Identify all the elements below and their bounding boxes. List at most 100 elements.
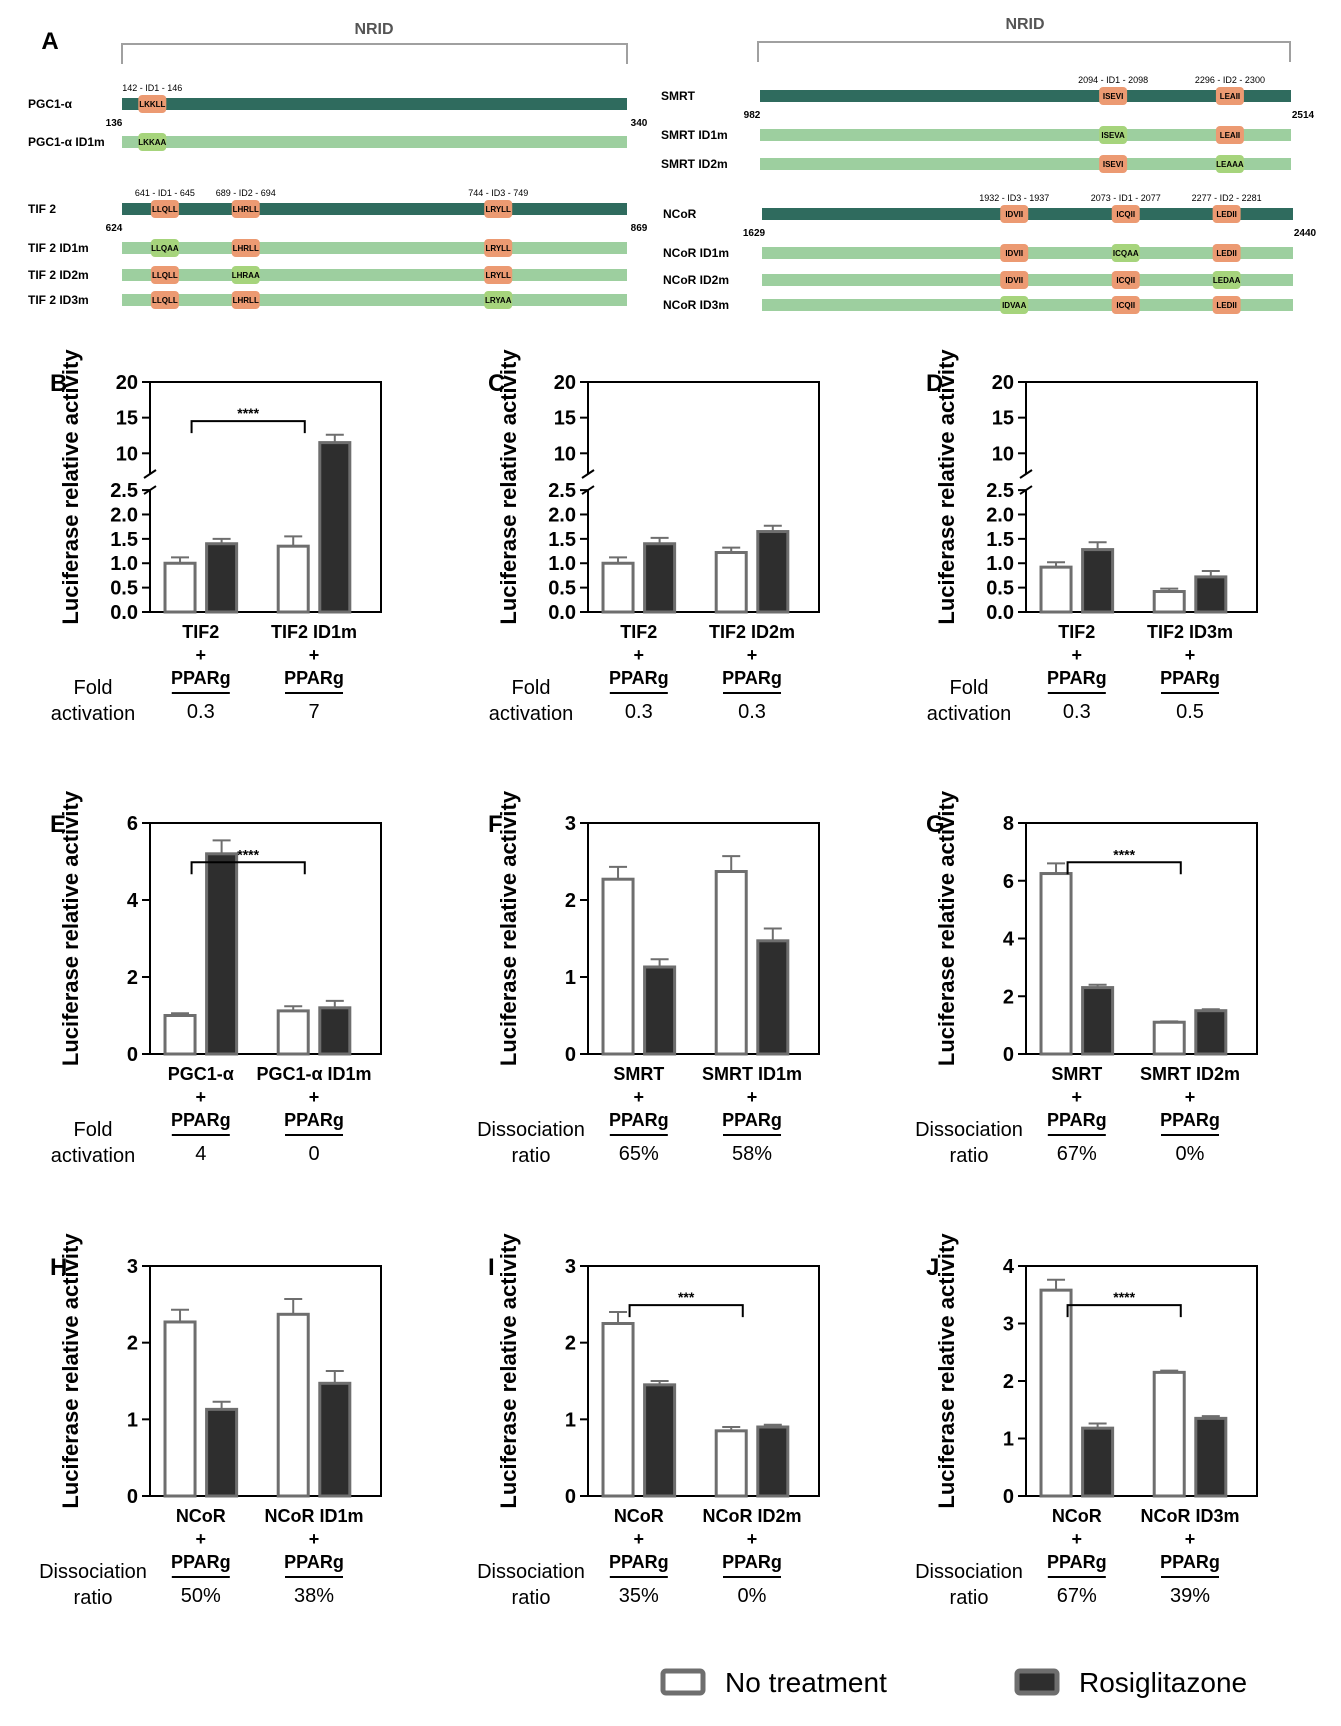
significance-stars: **** [1113, 1289, 1135, 1305]
axes-frame [149, 381, 382, 613]
x-label-receptor: PPARg [171, 1552, 231, 1572]
x-label-plus: + [1072, 645, 1083, 665]
x-label-plus: + [634, 1529, 645, 1549]
ratio-value: 58% [732, 1143, 772, 1165]
note-label: Dissociation [477, 1561, 585, 1583]
wild-type-motif [1111, 205, 1140, 223]
legend-swatch-rosiglitazone [1014, 1668, 1060, 1696]
note-label: activation [51, 703, 136, 725]
mutant-bar [122, 269, 627, 281]
error-bar [763, 1423, 782, 1427]
bar-rosiglitazone [1081, 1426, 1115, 1498]
bar-no-treatment [1152, 1020, 1186, 1056]
y-tick-label: 4 [1003, 929, 1015, 951]
note-label: Fold [74, 1119, 113, 1141]
error-bar [722, 1426, 741, 1431]
error-bar [325, 433, 344, 443]
y-tick-label: 0.0 [986, 602, 1014, 624]
protein-name: NCoR ID1m [663, 246, 729, 260]
residue-start: 136 [106, 118, 123, 129]
note-label: Dissociation [477, 1119, 585, 1141]
note-label: activation [51, 1145, 136, 1167]
note-label: ratio [950, 1587, 989, 1609]
error-bar [763, 524, 782, 532]
bar-rosiglitazone [1081, 986, 1115, 1056]
ratio-value: 0% [738, 1585, 767, 1607]
y-tick-label: 10 [992, 443, 1014, 465]
protein-name: NCoR ID3m [663, 298, 729, 312]
x-label-receptor: PPARg [722, 1110, 782, 1130]
ratio-value: 35% [619, 1585, 659, 1607]
error-bar [212, 537, 231, 544]
significance-stars: **** [1113, 846, 1135, 862]
bar-no-treatment [714, 1429, 748, 1498]
x-label: TIF2 ID3m [1147, 622, 1233, 642]
y-tick-label: 20 [992, 372, 1014, 394]
bar-rosiglitazone [1194, 1009, 1228, 1056]
x-label-plus: + [309, 645, 320, 665]
error-bar [284, 1005, 303, 1011]
bar-rosiglitazone [643, 542, 677, 614]
y-tick-label: 0 [565, 1486, 576, 1508]
mutant-motif [138, 133, 167, 151]
x-label-receptor: PPARg [1047, 668, 1107, 688]
y-tick-label: 1.0 [110, 553, 138, 575]
error-bar [212, 1400, 231, 1410]
x-label-plus: + [1185, 1087, 1196, 1107]
x-label-receptor: PPARg [1160, 1110, 1220, 1130]
motif-range: 2296 - ID2 - 2300 [1195, 75, 1265, 85]
panel-label: J [926, 1254, 939, 1281]
bar-no-treatment [714, 870, 748, 1056]
note-label: Fold [512, 677, 551, 699]
axes-frame [149, 1265, 382, 1497]
motif-range: 2073 - ID1 - 2077 [1091, 193, 1161, 203]
wild-type-motif [484, 266, 513, 284]
bar-no-treatment [1152, 590, 1186, 614]
y-tick-label: 4 [1003, 1256, 1015, 1278]
mutant-motif [1000, 296, 1029, 314]
motif-label: LLQLL [152, 205, 178, 214]
y-tick-label: 0.5 [110, 578, 138, 600]
y-axis-label: Luciferase relative activity [58, 1233, 83, 1509]
residue-end: 2440 [1294, 228, 1317, 239]
wild-type-motif [138, 95, 167, 113]
motif-label: LEDII [1216, 301, 1236, 310]
bar-rosiglitazone [1194, 575, 1228, 614]
mutant-bar [122, 242, 627, 254]
x-label-plus: + [1185, 1529, 1196, 1549]
y-axis-label: Luciferase relative activity [934, 790, 959, 1066]
protein-name: NCoR [663, 207, 697, 221]
y-tick-label: 0 [127, 1044, 138, 1066]
protein-name: TIF 2 [28, 202, 56, 216]
motif-label: IDVII [1005, 276, 1023, 285]
protein-group: PGC1-α LKKLL 142 - ID1 - 146 136 340 PGC1-α I… [28, 83, 648, 151]
x-label-receptor: PPARg [1160, 1552, 1220, 1572]
wild-type-motif [1215, 87, 1244, 105]
x-label-plus: + [1072, 1529, 1083, 1549]
error-bar [284, 1297, 303, 1315]
error-bar [609, 1311, 628, 1324]
significance-bracket [628, 1304, 744, 1318]
y-tick-label: 15 [992, 408, 1014, 430]
y-axis-label: Luciferase relative activity [934, 1233, 959, 1509]
protein-name: PGC1-α ID1m [28, 135, 105, 149]
bar-no-treatment [601, 561, 635, 614]
error-bar [763, 927, 782, 941]
y-tick-label: 20 [554, 372, 576, 394]
error-bar [1201, 1415, 1220, 1419]
wild-type-motif [1000, 271, 1029, 289]
motif-label: ISEVA [1101, 131, 1125, 140]
bar-no-treatment [163, 1014, 197, 1056]
y-tick-label: 1 [565, 967, 576, 989]
wild-type-bar [760, 90, 1291, 102]
x-label-receptor: PPARg [1160, 668, 1220, 688]
x-label-plus: + [634, 645, 645, 665]
protein-row: NCoR ID2m IDVII ICQII LEDAA [663, 271, 1293, 289]
y-axis-label: Luciferase relative activity [58, 349, 83, 625]
panel-a: A NRID NRID PGC1-α LKKLL 142 - ID1 - 146 136 34… [28, 16, 1317, 314]
bar-no-treatment [1152, 1370, 1186, 1498]
mutant-motif [1215, 155, 1244, 173]
protein-row: TIF 2 ID3m LLQLL LHRLL LRYAA [28, 291, 627, 309]
x-label-plus: + [309, 1529, 320, 1549]
